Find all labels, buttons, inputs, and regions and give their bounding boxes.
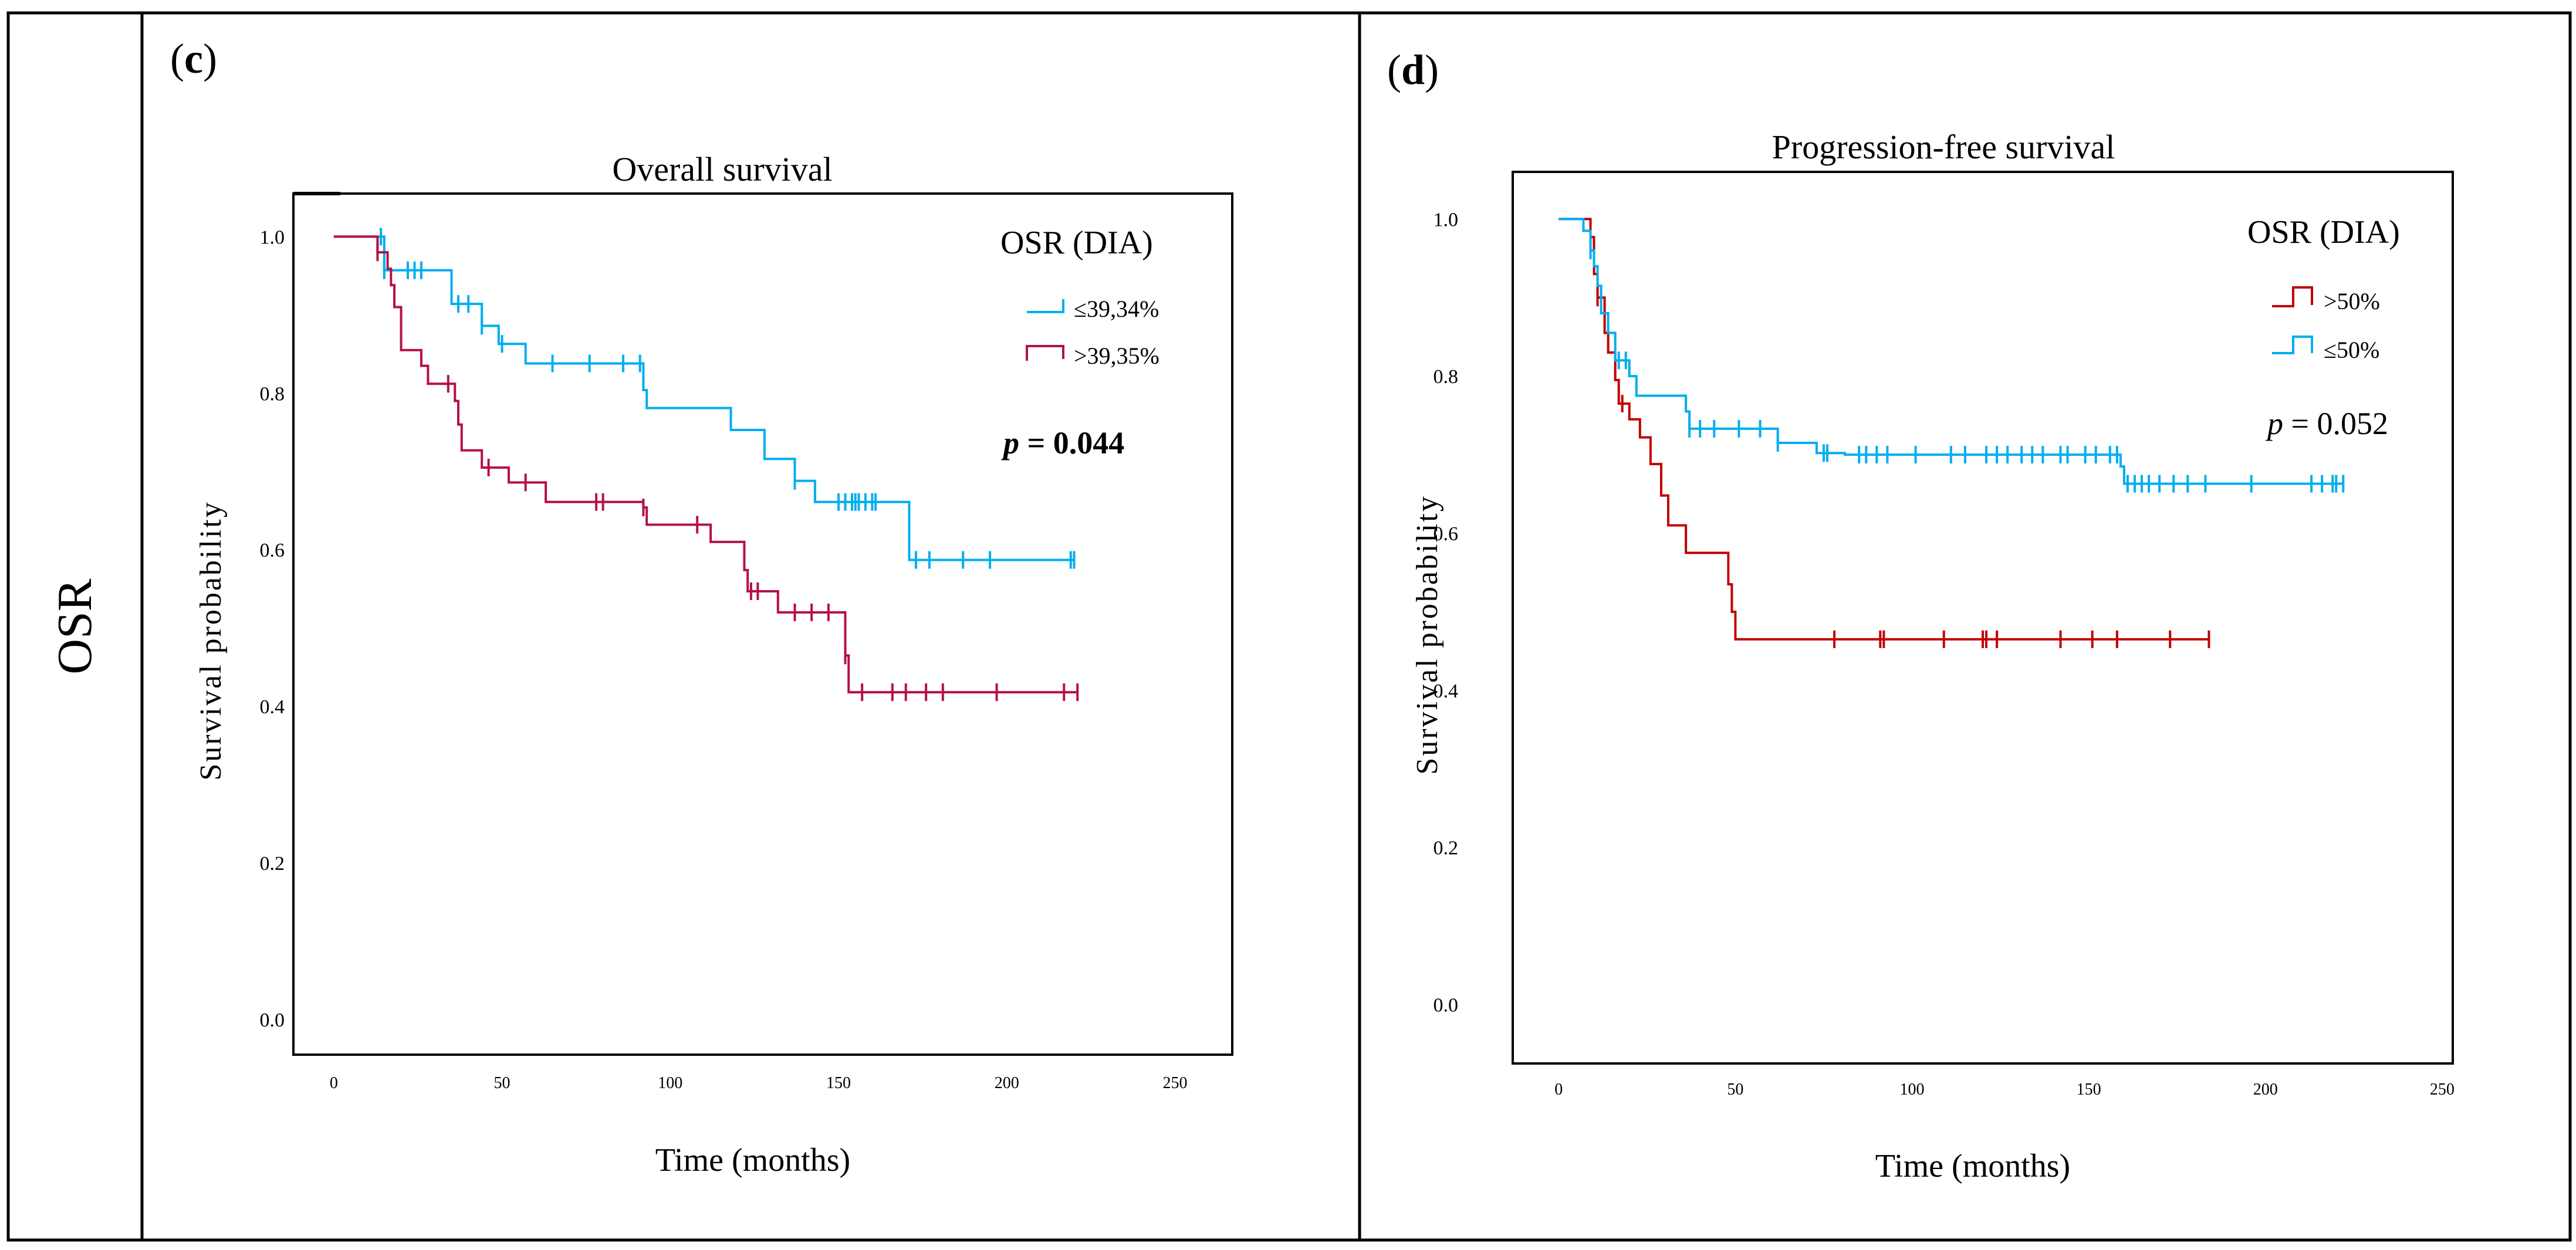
panel-d-legend-label-0: >50% bbox=[2324, 288, 2380, 314]
panel-d-legend-symbol-0 bbox=[2272, 286, 2313, 307]
panel-c-legend-title: OSR (DIA) bbox=[1000, 225, 1153, 261]
panel-d-y-tick-label: 0.4 bbox=[1434, 680, 1459, 702]
panel-c-x-tick-label: 250 bbox=[1163, 1074, 1188, 1092]
panel-c-x-tick-label: 150 bbox=[826, 1074, 851, 1092]
panel-d-x-tick-label: 50 bbox=[1727, 1080, 1743, 1099]
panel-c-x-tick-label: 50 bbox=[494, 1074, 511, 1092]
panel-d-y-tick-label: 1.0 bbox=[1434, 209, 1459, 231]
panel-d-series-line-1 bbox=[1559, 218, 2344, 485]
panel-c-x-tick-label: 200 bbox=[995, 1074, 1019, 1092]
panel-d-x-tick-label: 250 bbox=[2430, 1080, 2455, 1099]
panel-c-title: Overall survival bbox=[612, 150, 832, 188]
panel-d-y-tick-label: 0.6 bbox=[1434, 523, 1459, 545]
panel-d-y-tick-label: 0.2 bbox=[1434, 838, 1459, 859]
panel-d-letter: d bbox=[1401, 46, 1425, 93]
panel-c-y-tick-label: 0.2 bbox=[260, 853, 285, 875]
panel-d-ylabel: Survival probability bbox=[1411, 494, 1444, 774]
panel-c-y-tick-label: 0.4 bbox=[260, 696, 285, 718]
panel-d-label: (d) bbox=[1387, 46, 1439, 93]
panel-c-series-line-0 bbox=[333, 235, 1074, 561]
row-label: OSR bbox=[48, 578, 102, 674]
panel-c-p-value: = 0.044 bbox=[1027, 425, 1125, 460]
panel-c-series-line-1 bbox=[333, 235, 1078, 694]
panel-d-x-tick-label: 150 bbox=[2077, 1080, 2101, 1099]
panel-d-x-tick-label: 100 bbox=[1900, 1080, 1925, 1099]
panel-c-y-tick-label: 0.8 bbox=[260, 383, 285, 405]
panel-c-legend-label-0: ≤39,34% bbox=[1074, 296, 1159, 322]
panel-d-x-tick-label: 200 bbox=[2253, 1080, 2278, 1099]
panel-d-p-value: = 0.052 bbox=[2291, 406, 2388, 441]
panel-c-y-tick-label: 0.6 bbox=[260, 540, 285, 561]
panel-d-legend-label-1: ≤50% bbox=[2324, 337, 2379, 363]
panel-d-y-tick-label: 0.8 bbox=[1434, 366, 1459, 388]
panel-d-xlabel: Time (months) bbox=[1875, 1148, 2070, 1184]
panel-c: (c) Overall survival Survival probabilit… bbox=[170, 35, 1233, 1178]
panel-d-series-line-0 bbox=[1559, 218, 2209, 641]
panel-c-ylabel: Survival probability bbox=[194, 500, 228, 780]
panel-c-x-tick-label: 100 bbox=[658, 1074, 682, 1092]
panel-d-p-annotation: p = 0.052 bbox=[2265, 406, 2388, 441]
panel-d-plot-frame bbox=[1512, 171, 2454, 1065]
panel-c-letter: c bbox=[184, 35, 203, 82]
panel-c-p-label: p bbox=[1001, 425, 1019, 460]
panel-c-legend-symbol-1 bbox=[1026, 345, 1064, 361]
panel-c-legend-label-1: >39,35% bbox=[1074, 343, 1159, 369]
panel-c-label: (c) bbox=[170, 35, 217, 82]
panel-c-p-annotation: p = 0.044 bbox=[1001, 425, 1124, 460]
panel-c-x-tick-label: 0 bbox=[330, 1074, 338, 1092]
panel-c-legend-symbol-0 bbox=[1027, 299, 1064, 313]
panel-d-legend-title: OSR (DIA) bbox=[2247, 214, 2400, 250]
panel-c-y-tick-label: 0.0 bbox=[260, 1010, 285, 1031]
panel-c-y-tick-label: 1.0 bbox=[260, 226, 285, 248]
panel-d-p-label: p bbox=[2265, 406, 2283, 441]
panel-d-title: Progression-free survival bbox=[1772, 128, 2115, 166]
panel-d: (d) Progression-free survival Survival p… bbox=[1387, 46, 2455, 1184]
panel-d-legend-symbol-1 bbox=[2272, 336, 2313, 354]
panel-c-plot-frame bbox=[292, 192, 1233, 1056]
table-frame bbox=[6, 11, 2572, 1242]
panel-d-y-tick-label: 0.0 bbox=[1434, 995, 1459, 1017]
panel-c-xlabel: Time (months) bbox=[655, 1142, 850, 1178]
panel-d-x-tick-label: 0 bbox=[1554, 1080, 1563, 1099]
